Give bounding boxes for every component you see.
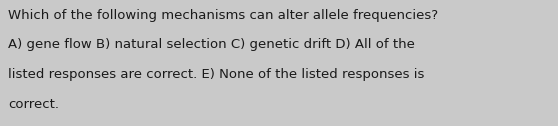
- Text: A) gene flow B) natural selection C) genetic drift D) All of the: A) gene flow B) natural selection C) gen…: [8, 38, 415, 51]
- Text: listed responses are correct. E) None of the listed responses is: listed responses are correct. E) None of…: [8, 68, 425, 81]
- Text: Which of the following mechanisms can alter allele frequencies?: Which of the following mechanisms can al…: [8, 9, 439, 22]
- Text: correct.: correct.: [8, 98, 59, 111]
